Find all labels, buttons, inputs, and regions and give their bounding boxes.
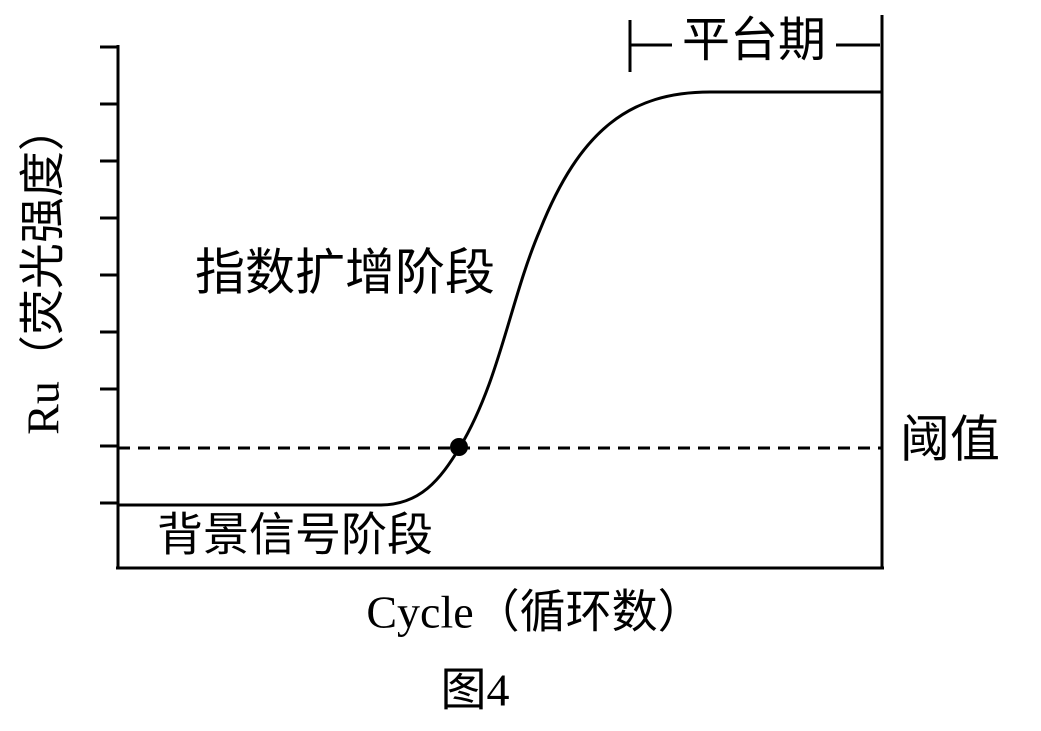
axes: [100, 15, 884, 570]
background-label: 背景信号阶段: [157, 510, 433, 561]
caption: 图4: [441, 665, 510, 716]
threshold-label: 阈值: [900, 411, 1000, 467]
exponential-label: 指数扩增阶段: [195, 244, 495, 300]
y-ticks: [100, 45, 118, 505]
plateau-label: 平台期: [682, 14, 826, 67]
y-axis-label: Ru（荧光强度）: [18, 105, 69, 435]
x-axis-label: Cycle（循环数）: [366, 587, 703, 638]
amplification-curve: [118, 90, 882, 507]
threshold-point: [450, 438, 468, 456]
plateau-bracket: [628, 20, 880, 72]
